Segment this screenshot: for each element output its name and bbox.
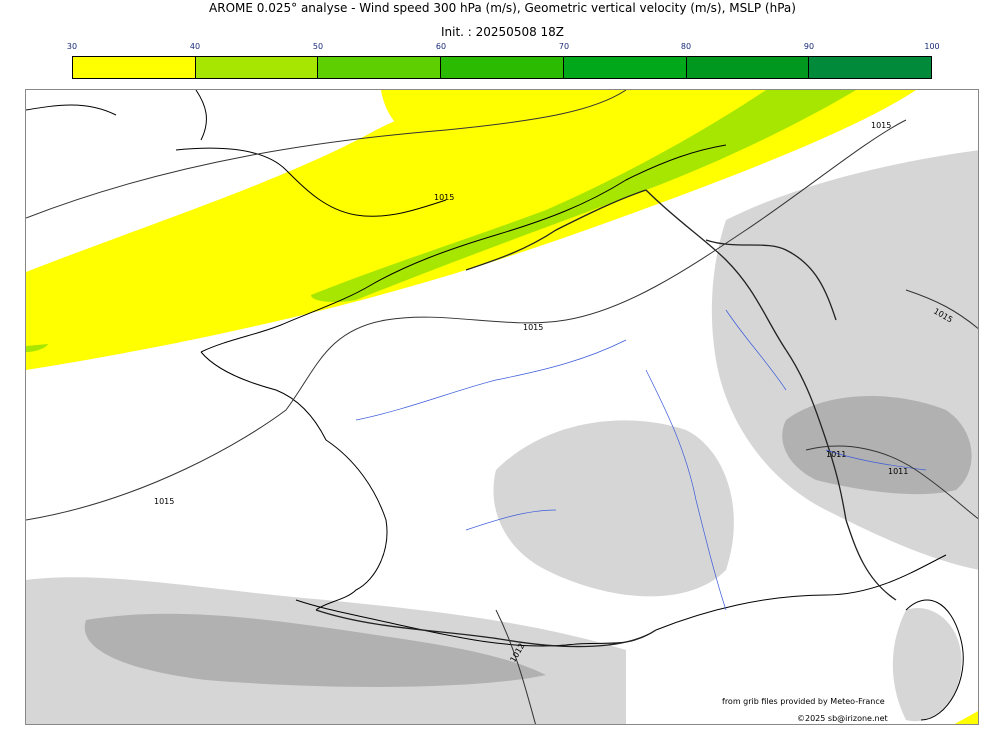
colorbar-segment xyxy=(441,57,564,78)
isobar-label: 1011 xyxy=(826,450,846,459)
colorbar-segment xyxy=(195,57,319,78)
colorbar-tick: 50 xyxy=(312,42,324,51)
weather-map[interactable]: 1015 1015 1015 1015 1011 1011 1012 1015 xyxy=(25,89,979,725)
isobars xyxy=(26,90,978,724)
colorbar-tick: 100 xyxy=(924,42,940,51)
colorbar-tick: 40 xyxy=(189,42,201,51)
wind-band-40-top xyxy=(381,90,496,145)
isobar-label: 1015 xyxy=(434,193,454,202)
isobar-label: 1015 xyxy=(871,121,891,130)
colorbar-tick: 80 xyxy=(680,42,692,51)
wind-band-40 xyxy=(311,90,856,303)
map-canvas: 1015 1015 1015 1015 1011 1011 1012 1015 xyxy=(26,90,978,724)
colorbar-segment xyxy=(809,57,932,78)
copyright-credit: ©2025 sb@irizone.net xyxy=(797,714,888,723)
data-source-credit: from grib files provided by Meteo-France xyxy=(722,697,885,706)
rivers xyxy=(355,309,927,611)
colorbar xyxy=(72,56,932,79)
country-borders xyxy=(315,189,897,648)
map-title: AROME 0.025° analyse - Wind speed 300 hP… xyxy=(209,1,796,15)
init-time: Init. : 20250508 18Z xyxy=(440,25,565,39)
wind-band-30-corner xyxy=(954,711,978,724)
colorbar-segment xyxy=(318,57,442,78)
isobar-label: 1011 xyxy=(888,467,908,476)
colorbar-tick: 70 xyxy=(558,42,570,51)
colorbar-segment xyxy=(73,57,196,78)
colorbar-segment xyxy=(563,57,687,78)
coastlines xyxy=(26,90,964,721)
colorbar-segment xyxy=(686,57,810,78)
colorbar-tick: 30 xyxy=(66,42,78,51)
isobar-label: 1015 xyxy=(523,323,543,332)
colorbar-tick: 60 xyxy=(435,42,447,51)
isobar-label: 1015 xyxy=(154,497,174,506)
wind-band-40-left xyxy=(26,344,48,352)
colorbar-tick: 90 xyxy=(803,42,815,51)
